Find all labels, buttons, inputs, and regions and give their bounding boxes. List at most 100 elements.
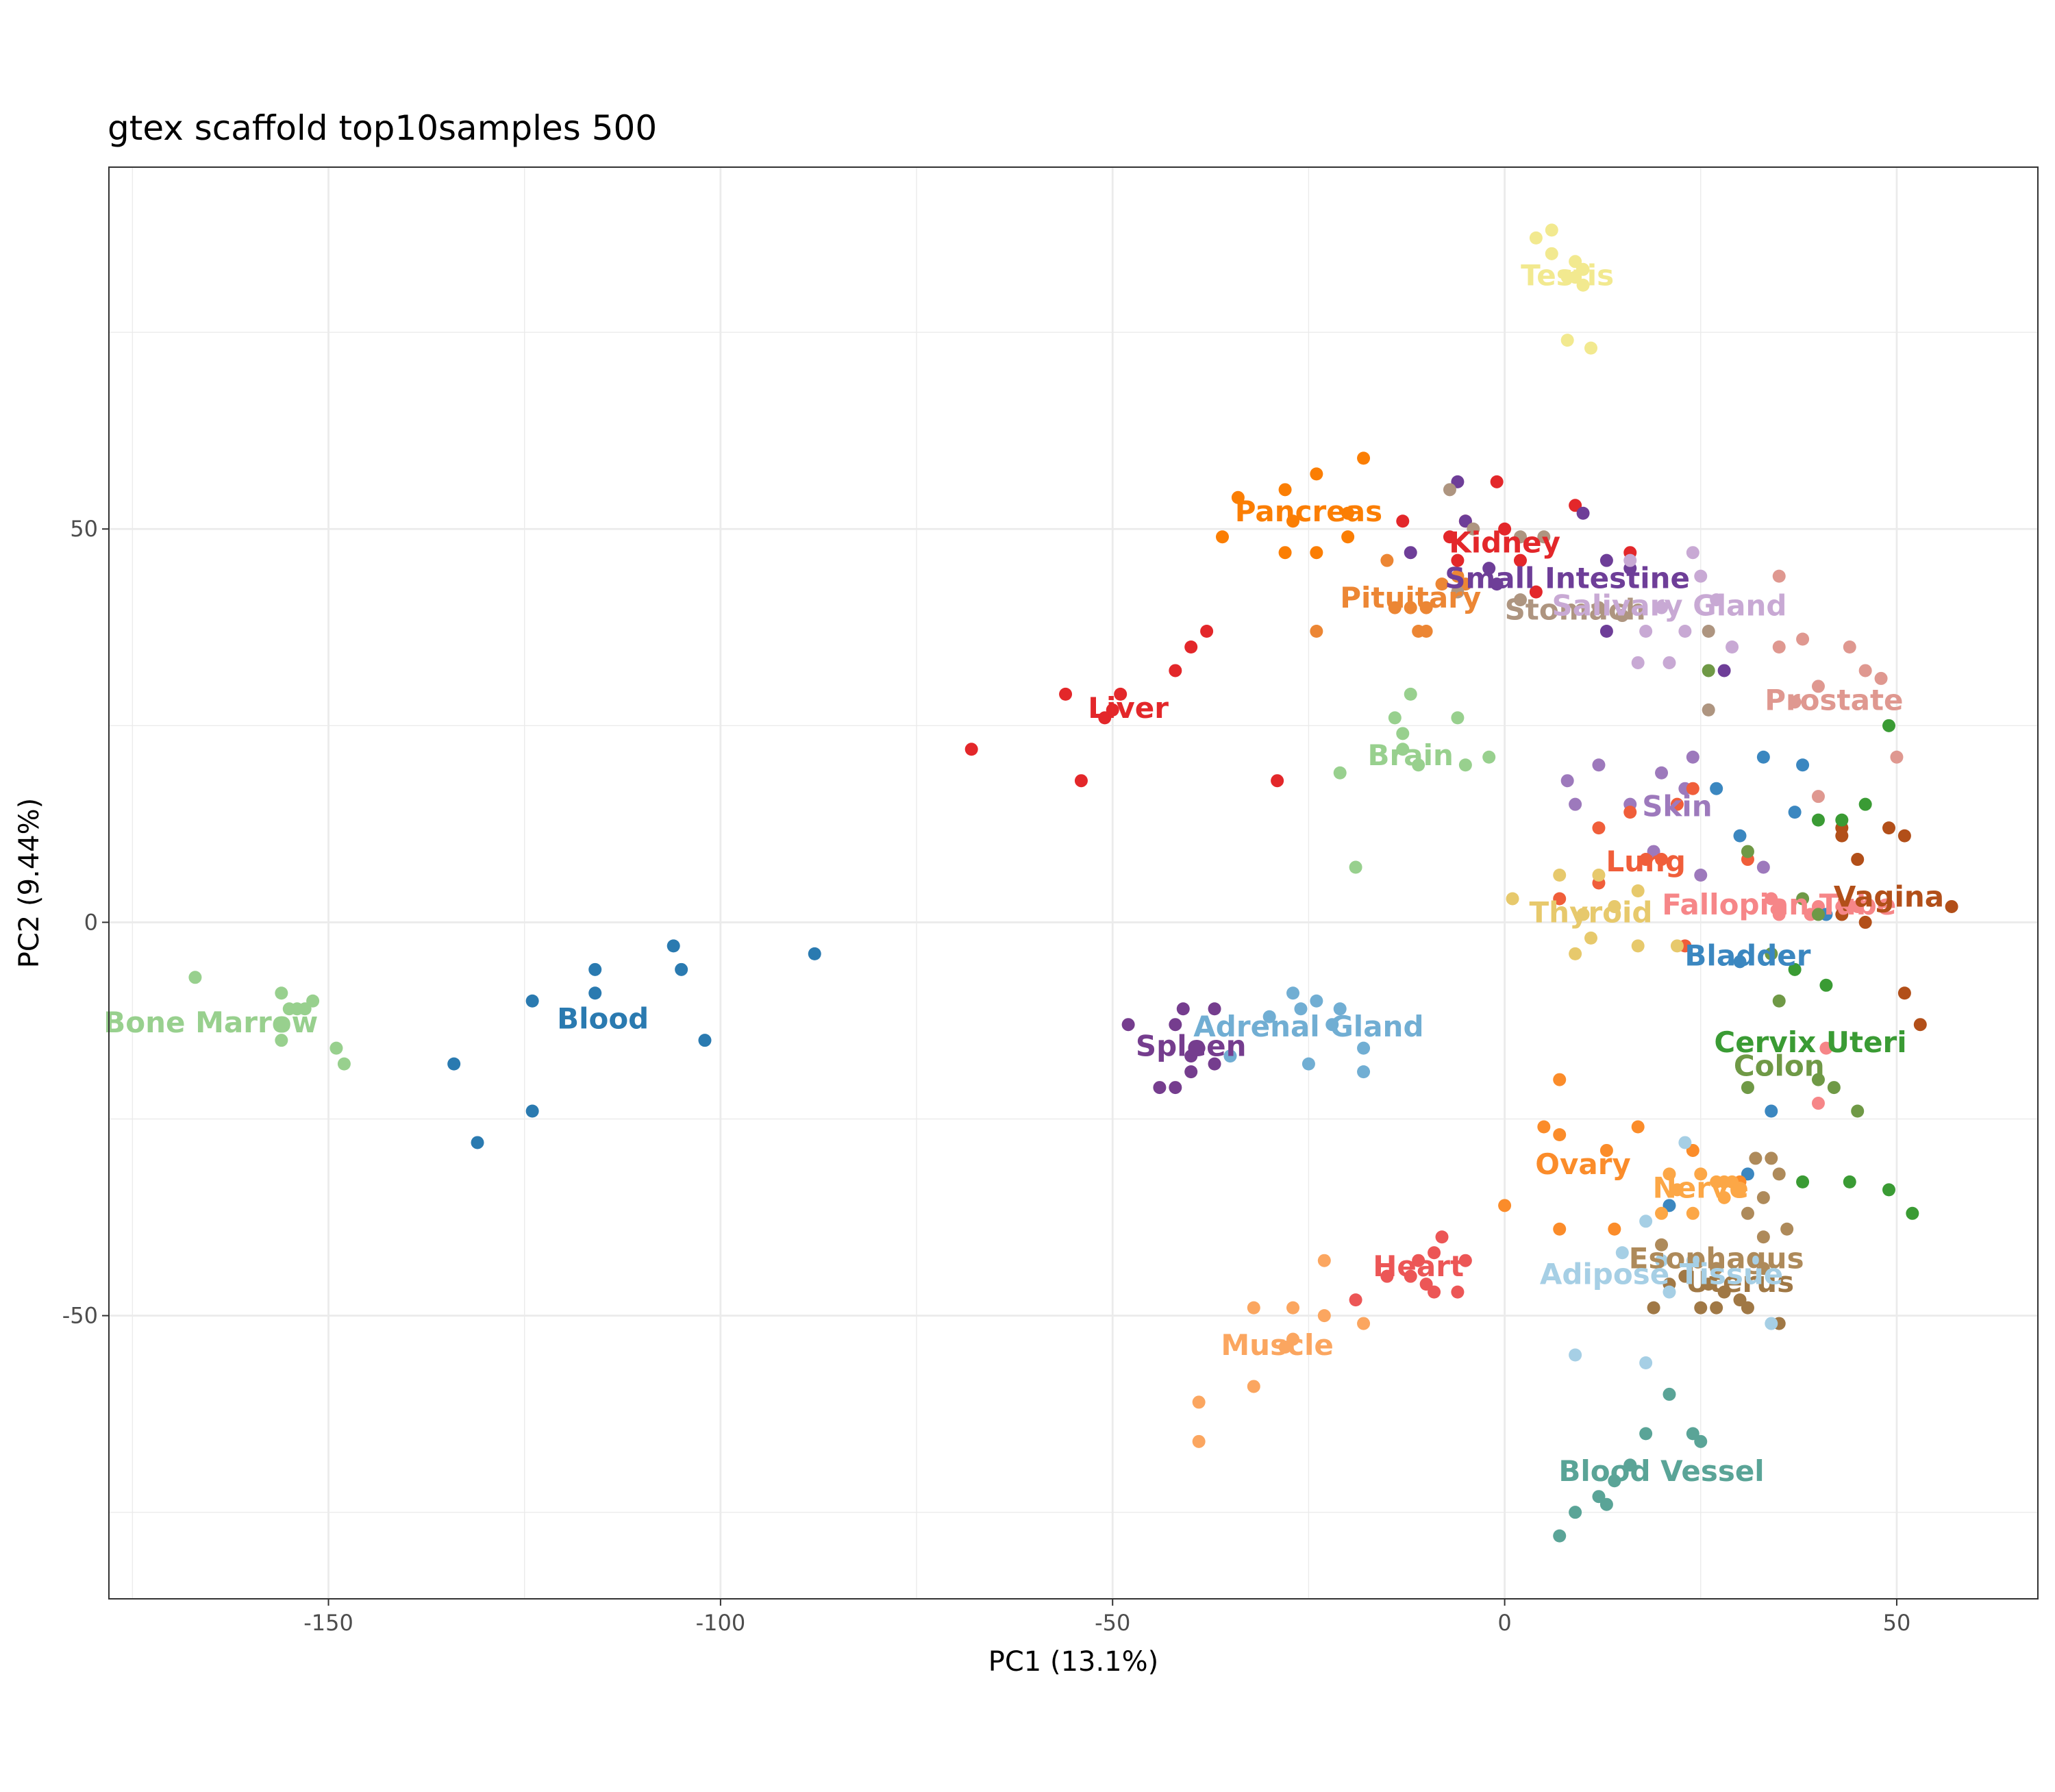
data-point — [1317, 1254, 1331, 1267]
data-point — [1341, 506, 1355, 520]
data-point — [1569, 947, 1582, 960]
data-point — [1662, 1387, 1676, 1401]
data-point — [1545, 247, 1558, 260]
data-point — [1717, 1191, 1731, 1204]
data-point — [1623, 1458, 1637, 1472]
data-point — [1913, 1018, 1927, 1032]
series-label: Fallopian Tube — [1662, 888, 1896, 921]
data-point — [1843, 1175, 1856, 1189]
series-label: Nerve — [1653, 1171, 1749, 1204]
data-point — [1655, 601, 1669, 614]
data-point — [1451, 711, 1465, 725]
data-point — [1560, 334, 1574, 347]
data-point — [1749, 1254, 1763, 1267]
data-point — [1419, 601, 1433, 614]
x-axis-label: PC1 (13.1%) — [988, 1646, 1159, 1678]
data-point — [1599, 1497, 1613, 1511]
series-label: Blood Vessel — [1558, 1454, 1764, 1488]
data-point — [1419, 625, 1433, 638]
data-point — [1811, 908, 1825, 921]
data-point — [1655, 1206, 1669, 1220]
data-point — [1333, 766, 1347, 780]
data-point — [1490, 475, 1504, 488]
data-point — [1788, 806, 1802, 819]
data-point — [1247, 1301, 1260, 1315]
data-point — [1412, 758, 1425, 772]
data-point — [1278, 546, 1292, 560]
data-point — [1490, 577, 1504, 591]
data-point — [1443, 530, 1456, 544]
data-point — [1529, 585, 1543, 599]
data-point — [1811, 790, 1825, 804]
data-point — [1576, 278, 1590, 292]
data-point — [1435, 577, 1449, 591]
data-point — [1537, 1120, 1551, 1134]
data-point — [1286, 1332, 1300, 1346]
data-point — [1796, 892, 1810, 906]
data-point — [1599, 625, 1613, 638]
data-point — [1584, 931, 1598, 945]
data-point — [1726, 640, 1739, 654]
data-point — [1310, 994, 1323, 1008]
data-point — [1819, 1041, 1833, 1055]
data-point — [1545, 223, 1558, 237]
data-point — [1592, 869, 1606, 882]
data-point — [1756, 750, 1770, 764]
series-label: Pancreas — [1235, 495, 1382, 528]
data-point — [1851, 1104, 1865, 1118]
data-point — [1623, 553, 1637, 567]
series-label: Pituitary — [1340, 581, 1481, 614]
data-point — [1678, 1136, 1692, 1149]
data-point — [1945, 899, 1958, 913]
data-point — [1655, 853, 1669, 867]
data-point — [1428, 1246, 1441, 1260]
data-point — [1560, 774, 1574, 788]
data-point — [1710, 1262, 1723, 1275]
data-point — [1819, 978, 1833, 992]
data-point — [1310, 625, 1323, 638]
data-point — [1349, 1293, 1362, 1307]
data-point — [1678, 1269, 1692, 1283]
data-point — [1482, 750, 1496, 764]
data-point — [447, 1057, 461, 1071]
data-point — [1553, 892, 1567, 906]
data-point — [1553, 1073, 1567, 1086]
data-point — [1569, 797, 1582, 811]
data-point — [275, 1034, 288, 1047]
y-tick-label: -50 — [62, 1303, 98, 1329]
data-point — [525, 994, 539, 1008]
data-point — [1772, 908, 1786, 921]
data-point — [1537, 530, 1551, 544]
data-point — [1349, 860, 1362, 874]
data-point — [1310, 467, 1323, 481]
data-point — [698, 1034, 712, 1047]
data-point — [1741, 845, 1754, 858]
data-point — [1098, 711, 1112, 725]
data-point — [1882, 719, 1896, 732]
data-point — [1694, 569, 1708, 583]
series-label: Adipose Tissue — [1540, 1258, 1783, 1291]
data-point — [1702, 1278, 1715, 1291]
data-point — [1608, 1222, 1621, 1236]
data-point — [808, 947, 821, 960]
data-point — [1686, 1254, 1699, 1267]
data-point — [1710, 593, 1723, 607]
data-point — [1756, 1191, 1770, 1204]
series-label: Bone Marrow — [103, 1006, 318, 1039]
data-point — [1074, 774, 1088, 788]
data-point — [1686, 546, 1699, 560]
data-point — [588, 986, 602, 1000]
data-point — [1882, 1183, 1896, 1197]
data-point — [1584, 341, 1598, 355]
series-label: Skin — [1642, 789, 1712, 823]
data-point — [1513, 530, 1527, 544]
data-point — [329, 1041, 343, 1055]
x-tick-label: -100 — [696, 1610, 746, 1636]
data-point — [1756, 860, 1770, 874]
data-point — [1435, 1230, 1449, 1244]
data-point — [1827, 1081, 1841, 1095]
data-point — [1678, 625, 1692, 638]
x-tick-label: 0 — [1497, 1610, 1511, 1636]
data-point — [1317, 1309, 1331, 1323]
data-point — [1396, 727, 1410, 741]
